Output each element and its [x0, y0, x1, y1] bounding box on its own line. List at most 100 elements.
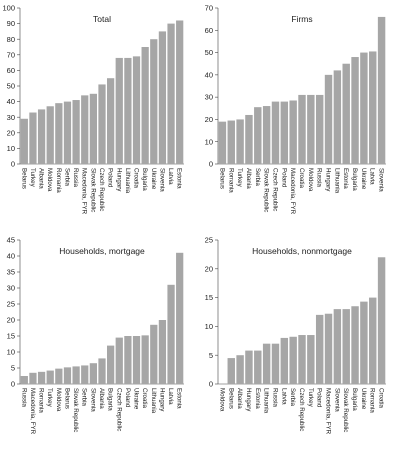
category-label-poland: Poland: [107, 168, 114, 188]
y-tick-label: 5: [209, 351, 213, 360]
y-tick-label: 0: [11, 380, 15, 389]
y-tick-label: 40: [7, 252, 15, 261]
bar-serbia: [289, 336, 297, 384]
category-label-slovenia: Slovenia: [89, 388, 96, 412]
bar-bulgaria: [351, 306, 359, 384]
bar-lithuania: [150, 324, 158, 384]
category-label-poland: Poland: [124, 388, 131, 408]
category-label-croatia: Croatia: [141, 388, 148, 409]
bar-czech-republic: [115, 337, 123, 384]
y-tick-label: 20: [7, 128, 15, 137]
bar-estonia: [176, 252, 184, 384]
category-label-hungary: Hungary: [158, 388, 165, 412]
category-label-czech-republic: Czech Republic: [115, 388, 122, 431]
y-tick-label: 35: [7, 268, 15, 277]
y-tick-label: 10: [7, 144, 15, 153]
category-label-turkey: Turkey: [307, 388, 314, 408]
category-label-bulgaria: Bulgaria: [351, 388, 358, 411]
category-label-bulgaria: Bulgaria: [351, 168, 358, 191]
category-label-estonia: Estonia: [176, 388, 183, 409]
bar-serbia: [254, 107, 262, 164]
bar-hungary: [158, 320, 167, 384]
bar-albania: [236, 355, 244, 384]
category-label-slovak-republic: Slovak Republic: [89, 168, 96, 212]
y-tick-label: 100: [2, 4, 15, 13]
panel-title: Total: [93, 14, 111, 24]
y-tick-label: 20: [205, 115, 213, 124]
y-tick-label: 30: [205, 93, 213, 102]
y-tick-label: 45: [7, 236, 15, 245]
category-label-hungary: Hungary: [115, 168, 122, 192]
bar-slovak-republic: [89, 93, 97, 164]
panel-title: Households, nonmortgage: [252, 246, 352, 256]
bar-ukraine: [360, 52, 368, 165]
category-label-bulgaria: Bulgaria: [107, 388, 114, 411]
bar-russia: [271, 343, 280, 384]
chart-panel-households-nonmortgage: 0 5 10 15 20 25 Households, nonmortgage Moldova…: [205, 236, 386, 435]
bar-ukraine: [360, 301, 368, 384]
category-label-croatia: Croatia: [133, 168, 140, 189]
category-label-croatia: Croatia: [298, 168, 305, 189]
category-label-estonia: Estonia: [176, 168, 183, 189]
bar-slovenia: [89, 363, 97, 384]
category-label-hungary: Hungary: [325, 168, 332, 192]
bar-poland: [107, 78, 115, 164]
bar-czech-republic: [98, 84, 106, 164]
bar-croatia: [377, 257, 386, 384]
category-label-serbia: Serbia: [81, 388, 88, 406]
category-label-albania: Albania: [98, 388, 105, 409]
bar-lithuania: [333, 70, 342, 164]
bar-albania: [245, 114, 253, 164]
panel-title: Firms: [291, 14, 312, 24]
bar-poland: [280, 101, 289, 164]
bar-belarus: [227, 358, 235, 384]
bar-poland: [315, 314, 324, 384]
y-tick-label: 20: [7, 316, 15, 325]
bar-moldova: [46, 106, 54, 164]
category-label-turkey: Turkey: [29, 168, 36, 188]
category-label-ukraine: Ukraine: [150, 168, 157, 190]
bar-turkey: [307, 335, 315, 384]
y-tick-label: 0: [209, 380, 213, 389]
y-tick-label: 60: [7, 66, 15, 75]
bar-turkey: [46, 370, 54, 384]
bar-lithuania: [262, 343, 271, 384]
y-tick-label: 70: [7, 50, 15, 59]
panel-title: Households, mortgage: [59, 246, 145, 256]
chart-panel-firms: 0 10 20 30 40 50 60 70 Firms Belarus Romania Turkey…: [205, 4, 386, 215]
category-label-romania: Romania: [369, 388, 376, 413]
bar-latvia: [369, 51, 377, 165]
bar-belarus: [218, 121, 227, 164]
category-label-serbia: Serbia: [289, 388, 296, 406]
category-label-moldova: Moldova: [55, 388, 62, 412]
bar-turkey: [236, 119, 244, 164]
category-label-russia: Russia: [20, 388, 27, 407]
bar-slovak-republic: [72, 366, 80, 384]
category-label-lithuania: Lithuania: [333, 168, 340, 194]
category-label-poland: Poland: [280, 168, 287, 188]
category-label-czech-republic: Czech Republic: [298, 388, 305, 431]
bar-bulgaria: [351, 57, 359, 164]
bar-estonia: [342, 63, 350, 164]
chart-panel-households-mortgage: 0 5 10 15 20 25 30 35 40 45 Households, mortgage Ru…: [7, 236, 184, 435]
y-tick-label: 25: [205, 236, 213, 245]
category-label-lithuania: Lithuania: [263, 388, 270, 414]
y-tick-label: 0: [209, 160, 213, 169]
category-label-lithuania: Lithuania: [150, 388, 157, 414]
category-label-ukraine: Ukraine: [133, 388, 140, 410]
bar-czech-republic: [298, 335, 306, 384]
category-label-latvia: Latvia: [280, 388, 287, 405]
bar-latvia: [167, 23, 175, 164]
y-tick-label: 30: [7, 113, 15, 122]
category-label-czech-republic: Czech Republic: [98, 168, 105, 211]
bar-macedonia-fyr: [81, 95, 89, 164]
bar-russia: [20, 376, 28, 384]
bar-slovak-republic: [342, 309, 350, 384]
y-tick-label: 10: [205, 322, 213, 331]
bar-slovenia: [158, 31, 167, 165]
category-label-slovak-republic: Slovak Republic: [263, 168, 270, 212]
category-label-estonia: Estonia: [342, 168, 349, 189]
category-label-bulgaria: Bulgaria: [141, 168, 148, 191]
y-tick-label: 15: [7, 332, 15, 341]
